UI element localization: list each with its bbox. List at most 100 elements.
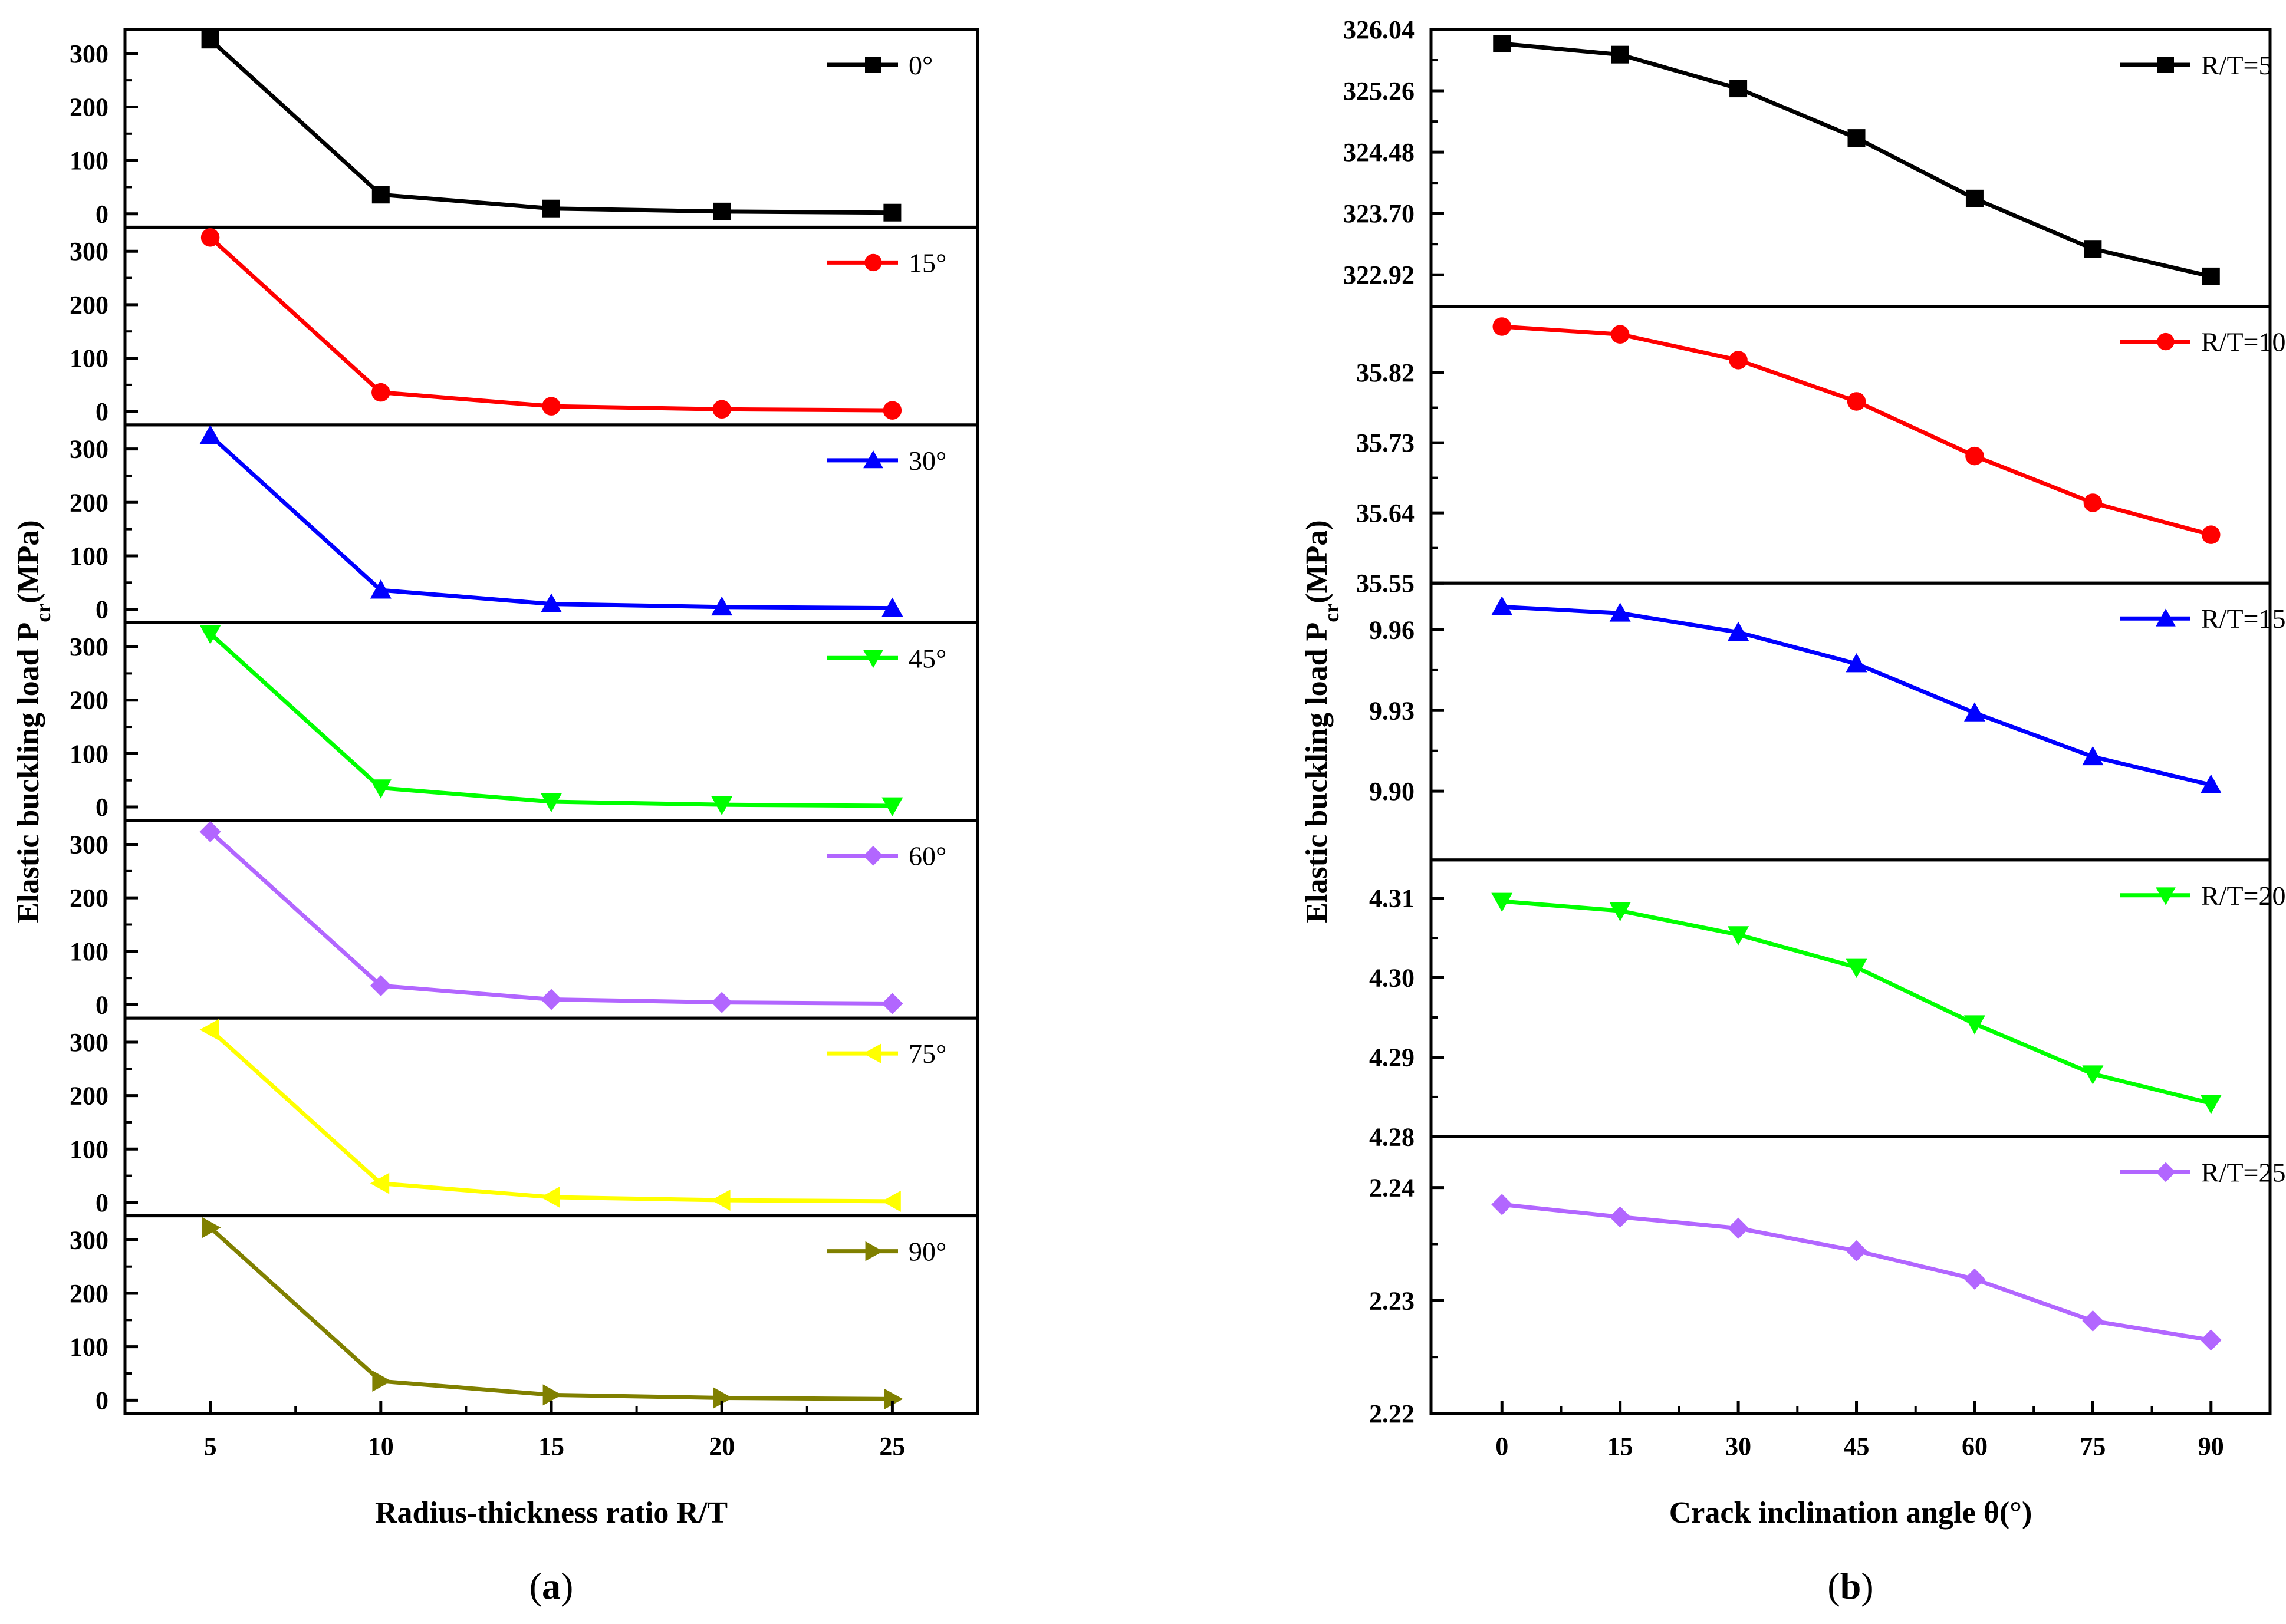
panel-b-2: 9.90 9.93 9.96 R/T=15: [1369, 581, 2286, 862]
data-point: [2083, 493, 2103, 512]
x-tick-label: 75: [2080, 1432, 2106, 1461]
data-point: [2082, 1065, 2104, 1085]
legend-marker: [863, 650, 883, 668]
panel-a-4: 0 100 200 300 60°: [70, 819, 979, 1020]
y-tick-label: 200: [70, 93, 108, 121]
data-point: [370, 1172, 390, 1194]
chart-b: 322.92 323.70 324.48 325.26 326.04 R/T=5 35.55…: [1300, 15, 2286, 1607]
y-tick-label: 325.26: [1343, 77, 1415, 106]
legend-label: 15°: [909, 248, 946, 278]
data-point: [1963, 1015, 1985, 1035]
panel-frame: [1429, 1135, 2272, 1415]
y-tick-label: 326.04: [1343, 15, 1415, 44]
data-point: [541, 793, 562, 813]
legend-marker: [863, 450, 883, 469]
data-point: [1491, 596, 1513, 615]
legend-marker: [865, 57, 881, 73]
data-point: [2084, 240, 2102, 258]
legend: R/T=20: [2120, 881, 2286, 911]
y-tick-label: 200: [70, 291, 108, 319]
data-point: [713, 202, 731, 220]
data-point: [1609, 1206, 1631, 1228]
x-tick-label: 20: [709, 1432, 735, 1461]
series-line: [1502, 604, 2212, 788]
data-point: [712, 400, 731, 419]
y-tick-label: 300: [70, 237, 108, 266]
panel-a-6: 0 100 200 300 90°: [70, 1214, 979, 1415]
series-line: [209, 434, 893, 611]
data-point: [1965, 446, 1984, 466]
y-tick-label: 35.73: [1356, 429, 1415, 457]
data-point: [200, 228, 220, 247]
panel-frame: [123, 621, 979, 822]
series-line: [1502, 324, 2212, 537]
y-tick-label: 300: [70, 831, 108, 859]
series-line: [1501, 41, 2212, 279]
y-tick-label: 300: [70, 39, 108, 68]
data-point: [2082, 1310, 2104, 1332]
legend-marker: [863, 1043, 881, 1063]
panel-b-0: 322.92 323.70 324.48 325.26 326.04 R/T=5: [1343, 15, 2272, 308]
legend-marker: [2156, 1162, 2176, 1182]
y-tick-label: 100: [70, 1135, 108, 1164]
legend-label: 45°: [909, 643, 946, 673]
data-point: [542, 1384, 562, 1406]
data-point: [199, 821, 221, 842]
panel-frame: [123, 1214, 979, 1415]
legend: 45°: [827, 643, 946, 673]
x-tick-label: 0: [1495, 1432, 1508, 1461]
data-point: [881, 993, 903, 1014]
data-point: [1846, 653, 1867, 673]
legend-label: R/T=15: [2201, 604, 2286, 634]
legend-marker: [2156, 887, 2176, 905]
data-point: [201, 31, 219, 49]
legend-label: R/T=5: [2201, 50, 2272, 80]
legend-marker: [2156, 608, 2176, 627]
panel-frame: [123, 1016, 979, 1218]
panel-frame: [123, 819, 979, 1020]
data-point: [1610, 325, 1630, 344]
legend: 0°: [827, 50, 933, 80]
legend: 30°: [827, 446, 946, 476]
series-line: [209, 236, 893, 413]
panel-frame: [1429, 581, 2272, 862]
data-point: [1847, 129, 1866, 147]
x-tick-label: 10: [368, 1432, 394, 1461]
panel-b-1: 35.55 35.64 35.73 35.82 R/T=10: [1356, 305, 2286, 598]
legend: R/T=15: [2120, 604, 2286, 634]
data-point: [1728, 926, 1749, 946]
data-point: [370, 779, 392, 799]
y-tick-label: 100: [70, 344, 108, 373]
y-tick-label: 0: [96, 200, 108, 229]
y-tick-label: 9.93: [1369, 696, 1415, 725]
y-tick-label: 300: [70, 633, 108, 661]
legend-marker: [2157, 332, 2175, 351]
x-tick-label: 25: [879, 1432, 905, 1461]
legend-label: R/T=10: [2201, 327, 2286, 357]
data-point: [542, 199, 560, 218]
legend: 15°: [827, 248, 946, 278]
legend-marker: [863, 845, 883, 866]
data-point: [370, 975, 392, 997]
data-point: [1729, 80, 1748, 98]
y-tick-label: 300: [70, 435, 108, 464]
data-point: [1611, 45, 1629, 64]
data-point: [199, 625, 221, 644]
y-tick-label: 2.24: [1369, 1174, 1415, 1203]
panel-a-2: 0 100 200 300 30°: [70, 423, 979, 624]
data-point: [883, 401, 902, 420]
y-tick-label: 200: [70, 1279, 108, 1308]
data-point: [202, 1217, 221, 1238]
data-point: [884, 1388, 903, 1410]
y-tick-label: 35.55: [1356, 569, 1415, 598]
data-point: [2200, 1095, 2222, 1114]
legend-label: R/T=25: [2201, 1157, 2286, 1187]
data-point: [1846, 958, 1867, 978]
panel-frame: [123, 225, 979, 427]
legend-label: 60°: [909, 841, 946, 871]
data-point: [1965, 189, 1984, 207]
y-tick-label: 0: [96, 397, 108, 426]
x-tick-label: 30: [1725, 1432, 1751, 1461]
series-line: [209, 632, 893, 808]
data-point: [2082, 746, 2104, 766]
